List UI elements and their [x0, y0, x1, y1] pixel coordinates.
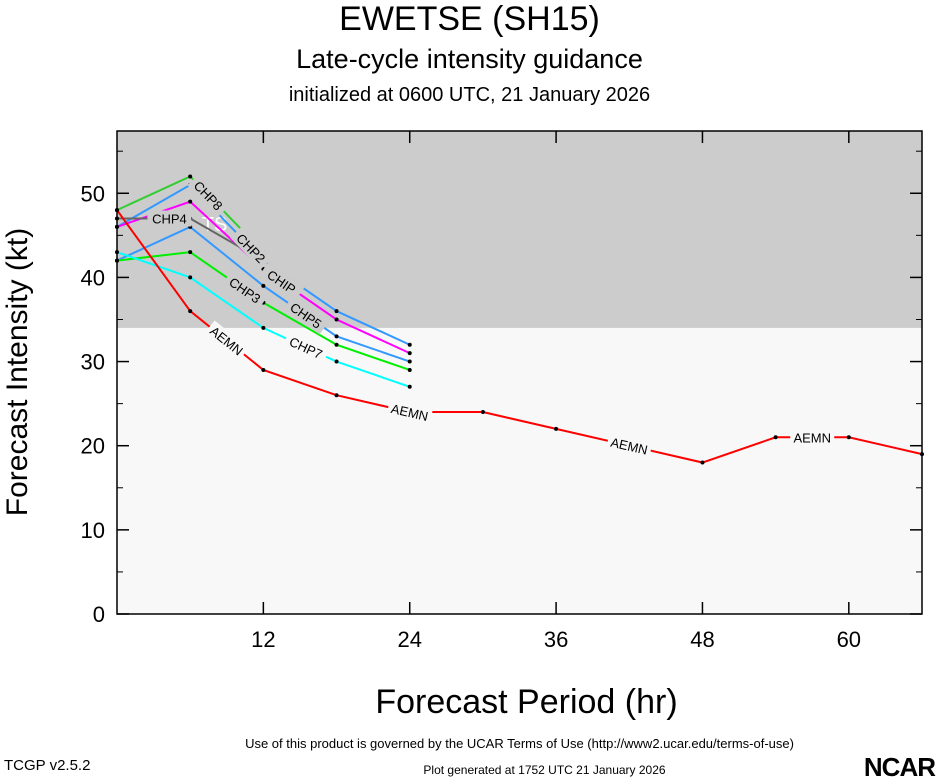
- series-label-gap: [230, 226, 273, 270]
- init-time: initialized at 0600 UTC, 21 January 2026: [288, 84, 651, 106]
- data-point-chp2: [334, 309, 339, 314]
- y-axis-label: Forecast Intensity (kt): [1, 227, 34, 517]
- series-label-gap: [283, 296, 329, 335]
- series-label-gap: [259, 262, 305, 301]
- data-point-chp7: [261, 325, 266, 330]
- y-tick-label: 40: [81, 265, 105, 290]
- series-label-gap: [606, 432, 653, 459]
- x-tick-label: 12: [251, 627, 275, 652]
- chart-title: EWETSE (SH15): [339, 0, 600, 38]
- series-label-group: AEMN: [790, 429, 835, 446]
- data-point-chp5: [334, 334, 339, 339]
- terms-text: Use of this product is governed by the U…: [245, 736, 794, 751]
- data-point-chp7: [188, 275, 193, 280]
- series-label-gap: [282, 331, 330, 364]
- data-point-chp3: [407, 367, 412, 372]
- ncar-logo: NCAR: [863, 752, 936, 782]
- series-label-gap: [147, 210, 192, 227]
- x-tick-label: 60: [837, 627, 861, 652]
- data-point-aemn: [700, 460, 705, 465]
- data-point-chip: [188, 199, 193, 204]
- data-point-aemn: [846, 435, 851, 440]
- y-tick-label: 50: [81, 181, 105, 206]
- series-label-aemn: AEMN: [793, 430, 831, 445]
- data-point-aemn: [480, 410, 485, 415]
- data-point-chp7: [407, 384, 412, 389]
- series-label-gap: [204, 320, 249, 361]
- x-tick-label: 48: [690, 627, 714, 652]
- generated-text: Plot generated at 1752 UTC 21 January 20…: [423, 763, 666, 777]
- data-point-chip: [407, 351, 412, 356]
- series-label-gap: [386, 399, 433, 425]
- series-label-group: CHP4: [147, 210, 192, 227]
- data-point-chp3: [188, 250, 193, 255]
- version-text: TCGP v2.5.2: [4, 757, 91, 774]
- data-point-aemn: [773, 435, 778, 440]
- series-label-gap: [790, 429, 835, 446]
- y-tick-label: 30: [81, 350, 105, 375]
- x-tick-label: 24: [397, 627, 421, 652]
- data-point-chp5: [407, 359, 412, 364]
- ts-shaded-region: [117, 131, 922, 328]
- data-point-aemn: [554, 426, 559, 431]
- series-label-gap: [187, 173, 230, 217]
- plot-frame: [116, 130, 923, 615]
- x-tick-label: 36: [544, 627, 568, 652]
- data-point-chip: [334, 317, 339, 322]
- x-axis-label: Forecast Period (hr): [375, 683, 678, 721]
- y-tick-label: 10: [81, 518, 105, 543]
- data-point-chp7: [334, 359, 339, 364]
- series-label-gap: [222, 270, 268, 310]
- data-point-chp3: [334, 342, 339, 347]
- chart-subtitle: Late-cycle intensity guidance: [296, 44, 643, 74]
- data-point-chp5: [261, 283, 266, 288]
- data-point-aemn: [334, 393, 339, 398]
- data-point-chp2: [407, 342, 412, 347]
- data-point-aemn: [188, 309, 193, 314]
- data-point-aemn: [261, 367, 266, 372]
- y-tick-label: 20: [81, 434, 105, 459]
- y-tick-label: 0: [93, 602, 105, 627]
- series-label-chp4: CHP4: [152, 212, 187, 227]
- data-point-chp8: [188, 174, 193, 179]
